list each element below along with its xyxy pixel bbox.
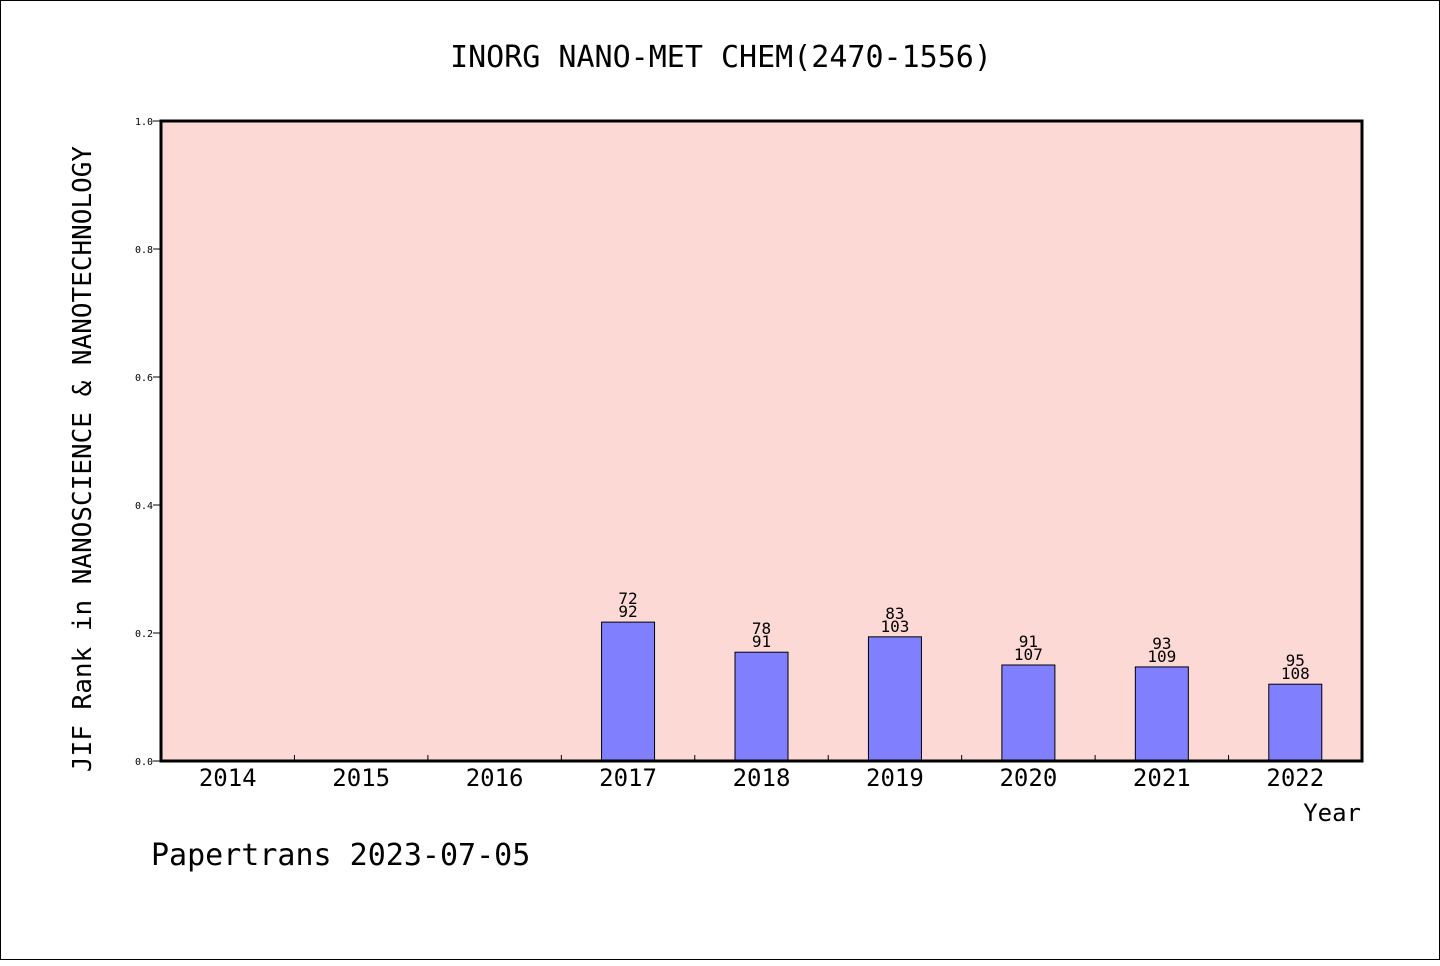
bar-total-label: 107 <box>1014 645 1043 664</box>
bar-rank-label: 95 <box>1286 651 1305 670</box>
y-tick-label: 0.8 <box>135 245 153 256</box>
bar-total-label: 92 <box>618 602 637 621</box>
bar-rank-label: 78 <box>752 619 771 638</box>
x-tick-label: 2021 <box>1133 764 1191 792</box>
x-tick-label: 2019 <box>866 764 924 792</box>
x-tick-label: 2020 <box>999 764 1057 792</box>
bar-rank-label: 72 <box>618 589 637 608</box>
x-tick-label: 2022 <box>1266 764 1324 792</box>
chart-title: INORG NANO-MET CHEM(2470-1556) <box>450 40 992 75</box>
x-axis-label: Year <box>1303 799 1361 827</box>
y-tick-label: 0.4 <box>135 501 153 512</box>
bar-2018 <box>734 651 789 762</box>
bar-rank-label: 83 <box>885 604 904 623</box>
y-axis-label: JIF Rank in NANOSCIENCE & NANOTECHNOLOGY <box>68 146 98 772</box>
bar-total-label: 103 <box>880 617 909 636</box>
y-tick-label: 0.2 <box>135 629 153 640</box>
bar-2022 <box>1268 683 1323 762</box>
x-tick-label: 2014 <box>199 764 257 792</box>
bar-total-label: 108 <box>1281 664 1310 683</box>
bar-2021 <box>1134 666 1189 762</box>
footer-text: Papertrans 2023-07-05 <box>151 838 530 873</box>
bar-2019 <box>867 636 922 762</box>
y-axis-ticks: 0.0 0.2 0.4 0.6 0.8 1.0 <box>135 117 161 768</box>
y-tick-label: 0.0 <box>135 757 153 768</box>
bar-2017 <box>601 621 656 762</box>
x-tick-label: 2016 <box>466 764 524 792</box>
y-tick-label: 1.0 <box>135 117 153 128</box>
x-tick-label: 2018 <box>733 764 791 792</box>
bar-rank-label: 93 <box>1152 634 1171 653</box>
x-tick-label: 2015 <box>332 764 390 792</box>
bar-total-label: 109 <box>1147 647 1176 666</box>
bar-rank-label: 91 <box>1019 632 1038 651</box>
y-tick-label: 0.6 <box>135 373 153 384</box>
x-tick-label: 2017 <box>599 764 657 792</box>
bar-total-label: 91 <box>752 632 771 651</box>
x-axis-ticks: 2014 2015 2016 2017 2018 2019 2020 2021 2022 <box>199 755 1324 792</box>
plot-border <box>159 119 1364 763</box>
bar-2020 <box>1001 664 1056 762</box>
